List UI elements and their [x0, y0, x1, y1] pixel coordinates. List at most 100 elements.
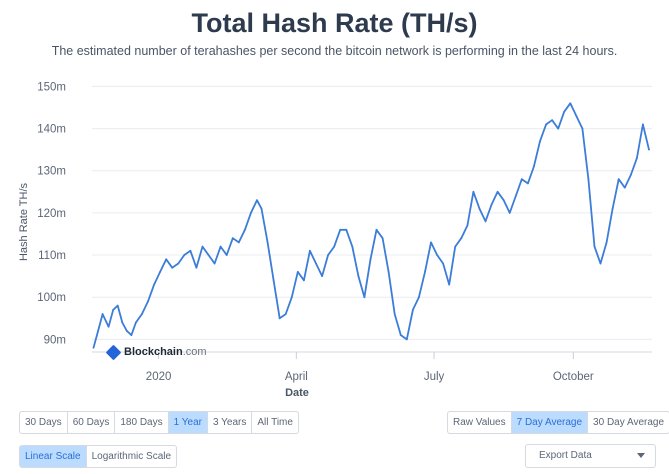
data-point — [213, 262, 216, 265]
data-point — [539, 140, 541, 143]
data-point — [250, 211, 252, 214]
logarithmic-scale-button[interactable]: Logarithmic Scale — [91, 451, 172, 462]
data-point — [611, 207, 614, 210]
chart-subtitle: The estimated number of terahashes per s… — [51, 44, 618, 58]
data-point — [557, 127, 560, 130]
data-point — [642, 123, 644, 126]
data-point — [107, 325, 110, 328]
range-all-time-button[interactable]: All Time — [257, 417, 293, 428]
data-point — [237, 241, 240, 244]
data-point — [125, 330, 128, 332]
data-point — [195, 266, 198, 269]
data-point — [635, 157, 638, 159]
data-point — [478, 207, 481, 210]
data-point — [381, 237, 384, 240]
30-day-average-button[interactable]: 30 Day Average — [593, 417, 665, 428]
data-point — [593, 245, 596, 248]
data-point — [134, 321, 137, 324]
data-point — [219, 245, 222, 248]
data-point — [375, 228, 378, 231]
y-tick-label: 100m — [37, 292, 66, 304]
data-point — [411, 308, 414, 311]
data-point — [430, 241, 432, 244]
data-point — [225, 254, 228, 256]
data-point — [545, 123, 547, 126]
series-line — [92, 102, 650, 349]
data-point — [351, 245, 354, 248]
data-point — [357, 275, 360, 278]
data-point — [569, 102, 572, 105]
data-point — [472, 190, 475, 193]
data-point — [575, 115, 578, 117]
range-60-days-button[interactable]: 60 Days — [68, 412, 116, 433]
data-point — [207, 254, 210, 256]
x-tick-label: 2020 — [146, 371, 172, 383]
data-point — [97, 330, 99, 332]
range-3-years-button[interactable]: 3 Years — [208, 412, 253, 433]
blockchain-logo-icon — [105, 344, 122, 360]
range-30-days-button[interactable]: 30 Days — [20, 412, 68, 433]
data-point — [171, 266, 174, 269]
data-point — [623, 186, 626, 189]
data-point — [302, 279, 305, 282]
data-point — [418, 296, 420, 299]
range-1-year-button[interactable]: 1 Year — [168, 412, 208, 433]
data-point — [490, 203, 493, 206]
y-tick-label: 110m — [38, 250, 66, 262]
data-point — [387, 271, 390, 273]
data-point — [339, 228, 342, 231]
data-point — [260, 207, 263, 210]
y-tick-label: 120m — [37, 208, 66, 220]
export-data-label: Export Data — [539, 450, 592, 461]
linear-scale-button[interactable]: Linear Scale — [20, 446, 87, 467]
data-point — [369, 258, 372, 261]
data-point — [551, 119, 554, 122]
data-point — [363, 296, 366, 299]
data-point — [405, 338, 408, 341]
data-point — [272, 279, 275, 282]
x-axis-label: Date — [285, 387, 309, 399]
y-tick-label: 90m — [44, 334, 66, 346]
average-selector: Raw Values 7 Day Average 30 Day Average — [447, 411, 669, 434]
data-point — [563, 110, 566, 113]
data-point — [399, 334, 402, 337]
data-point — [183, 254, 186, 256]
chevron-down-icon — [637, 453, 645, 458]
watermark-tld: .com — [182, 346, 207, 358]
data-point — [153, 283, 155, 286]
data-point — [460, 237, 463, 240]
data-point — [321, 275, 323, 278]
range-180-days-button[interactable]: 180 Days — [115, 412, 169, 433]
y-axis-label: Hash Rate TH/s — [18, 182, 30, 261]
data-point — [256, 199, 258, 202]
data-point — [448, 283, 451, 286]
data-point — [201, 245, 204, 248]
y-tick-label: 150m — [37, 81, 66, 93]
x-tick-label: October — [553, 371, 594, 383]
data-point — [520, 178, 523, 181]
export-data-dropdown[interactable]: Export Data — [525, 444, 656, 468]
data-point — [309, 249, 311, 252]
data-point — [141, 313, 143, 315]
data-point — [648, 148, 650, 151]
data-point — [424, 271, 426, 273]
data-point — [278, 317, 281, 320]
data-point — [436, 254, 438, 256]
watermark-brand: Blockchain — [124, 346, 183, 358]
data-point — [502, 199, 505, 202]
data-point — [296, 271, 299, 273]
data-point — [116, 304, 119, 307]
data-point — [121, 321, 124, 324]
data-point — [101, 313, 104, 315]
raw-values-button[interactable]: Raw Values — [448, 412, 512, 433]
data-point — [243, 228, 246, 231]
7-day-average-button[interactable]: 7 Day Average — [511, 412, 589, 433]
hash-rate-chart: 90m 100m 110m 120m 130m 140m 150m 2020 April July… — [18, 81, 652, 399]
data-point — [284, 313, 287, 315]
y-tick-label: 130m — [37, 166, 66, 178]
data-point — [617, 178, 620, 181]
data-point — [165, 258, 168, 261]
data-point — [526, 182, 529, 185]
data-point — [130, 334, 133, 337]
data-point — [290, 296, 293, 299]
